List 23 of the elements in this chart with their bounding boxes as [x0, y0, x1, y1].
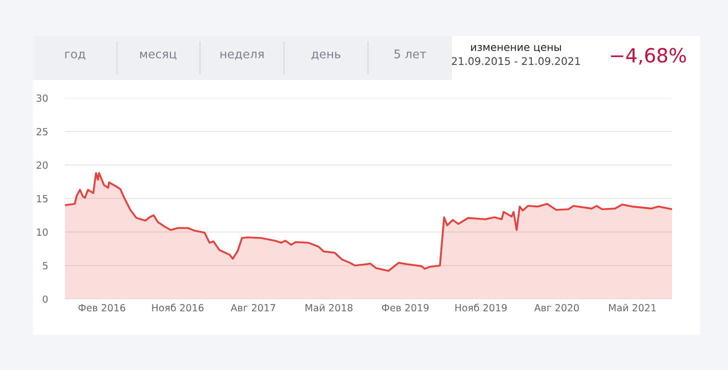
y-tick-label: 15 [37, 195, 48, 202]
x-tick-label: Авг 2017 [230, 304, 276, 312]
x-tick-label: Фев 2016 [78, 304, 126, 312]
y-tick-label: 5 [42, 262, 48, 270]
y-tick-label: 25 [36, 128, 48, 136]
x-tick-label: Фев 2019 [382, 304, 429, 312]
text: 21.09.2015 - 21.09.2021 [452, 57, 580, 66]
y-tick-label: 0 [42, 295, 48, 303]
text: месяц [140, 52, 176, 60]
text: неделя [220, 52, 264, 60]
y-tick-label: 30 [36, 94, 48, 102]
text: −4,68% [611, 48, 686, 65]
x-tick-label: Нояб 2016 [152, 304, 204, 312]
x-tick-label: Май 2018 [306, 304, 352, 312]
y-tick-label: 20 [36, 161, 48, 169]
text: день [312, 52, 340, 60]
text: год [65, 52, 86, 60]
text: изменение цены [471, 45, 561, 52]
x-tick-label: Нояб 2019 [455, 304, 507, 312]
x-tick-label: Авг 2020 [534, 304, 579, 312]
text: 5 лет [394, 50, 426, 58]
y-tick-label: 10 [37, 228, 48, 236]
x-tick-label: Май 2021 [609, 304, 656, 312]
